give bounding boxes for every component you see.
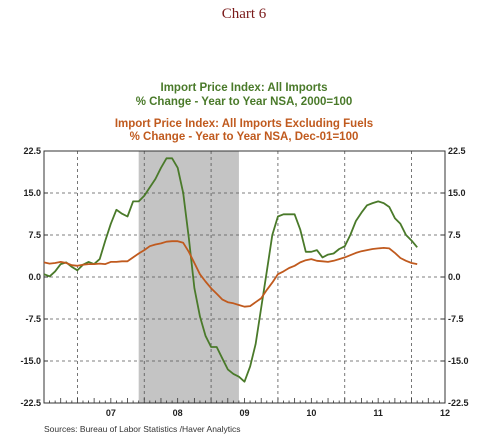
x-tick-label-08: 08 xyxy=(173,408,183,418)
x-tick-label-11: 11 xyxy=(373,408,383,418)
y-tick-label-right-1: 15.0 xyxy=(448,188,466,198)
x-tick-label-10: 10 xyxy=(306,408,316,418)
y-tick-label-left-0: 22.5 xyxy=(23,146,41,156)
y-tick-label-left-6: -22.5 xyxy=(20,398,41,408)
y-tick-label-right-0: 22.5 xyxy=(448,146,466,156)
y-tick-label-left-3: 0.0 xyxy=(28,272,41,282)
y-tick-label-left-4: -7.5 xyxy=(25,314,41,324)
y-tick-label-left-5: -15.0 xyxy=(20,356,41,366)
x-tick-label-12: 12 xyxy=(440,408,450,418)
series-line-2 xyxy=(43,240,418,308)
y-tick-label-right-4: -7.5 xyxy=(448,314,464,324)
source-note: Sources: Bureau of Labor Statistics /Hav… xyxy=(44,424,241,434)
legend-series-1-subtitle: % Change - Year to Year NSA, 2000=100 xyxy=(135,96,353,108)
x-tick-label-09: 09 xyxy=(239,408,249,418)
chart-title: Chart 6 xyxy=(221,6,267,22)
y-tick-label-left-2: 7.5 xyxy=(28,230,41,240)
legend-series-2-subtitle: % Change - Year to Year NSA, Dec-01=100 xyxy=(129,131,359,143)
legend-series-2-name: Import Price Index: All Imports Excludin… xyxy=(114,118,374,130)
y-tick-label-right-3: 0.0 xyxy=(448,272,461,282)
y-tick-label-right-5: -15.0 xyxy=(448,356,469,366)
x-tick-label-07: 07 xyxy=(106,408,116,418)
legend-series-1-name: Import Price Index: All Imports xyxy=(160,82,328,94)
series-line-1 xyxy=(43,157,418,383)
y-tick-label-left-1: 15.0 xyxy=(23,188,41,198)
y-tick-label-right-2: 7.5 xyxy=(448,230,461,240)
y-tick-label-right-6: -22.5 xyxy=(448,398,469,408)
